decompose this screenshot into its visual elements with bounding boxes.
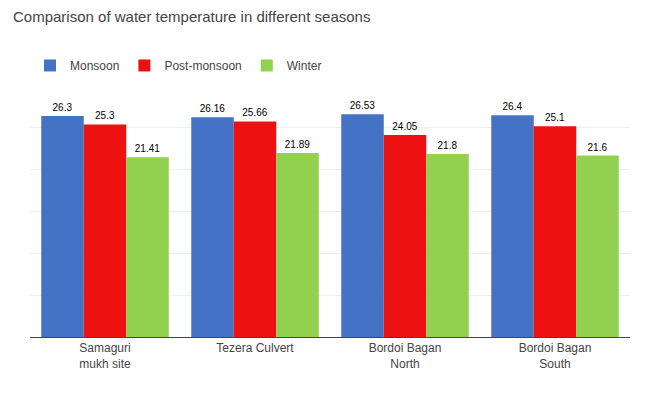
svg-text:26.4: 26.4	[503, 101, 523, 112]
svg-text:21.6: 21.6	[588, 142, 608, 153]
svg-text:Bordoi BaganSouth: Bordoi BaganSouth	[519, 341, 592, 371]
svg-text:26.53: 26.53	[350, 100, 375, 111]
svg-text:Tezera Culvert: Tezera Culvert	[216, 341, 294, 355]
svg-text:26.16: 26.16	[200, 103, 225, 114]
svg-text:21.8: 21.8	[438, 140, 458, 151]
svg-text:Comparison of water temperatur: Comparison of water temperature in diffe…	[13, 8, 370, 25]
svg-text:25.3: 25.3	[95, 110, 115, 121]
svg-text:26.3: 26.3	[53, 102, 73, 113]
svg-text:Monsoon: Monsoon	[70, 59, 119, 73]
svg-text:21.41: 21.41	[135, 143, 160, 154]
svg-text:24.05: 24.05	[392, 121, 417, 132]
svg-text:25.1: 25.1	[545, 112, 565, 123]
svg-text:Winter: Winter	[287, 59, 322, 73]
svg-text:Bordoi BaganNorth: Bordoi BaganNorth	[369, 341, 442, 371]
svg-text:Samagurimukh site: Samagurimukh site	[79, 341, 131, 371]
svg-text:21.89: 21.89	[285, 139, 310, 150]
svg-text:25.66: 25.66	[242, 107, 267, 118]
svg-text:Post-monsoon: Post-monsoon	[164, 59, 241, 73]
